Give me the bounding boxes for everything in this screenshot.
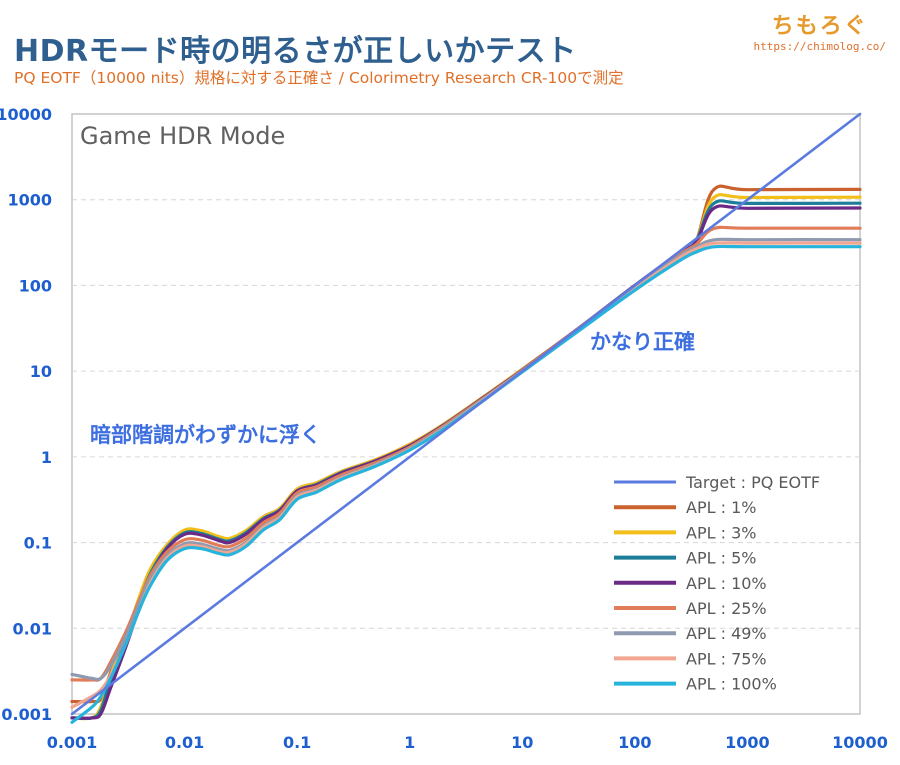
- annotation-dark-lift: 暗部階調がわずかに浮く: [90, 423, 321, 447]
- page-title: HDRモード時の明るさが正しいかテスト: [14, 34, 577, 69]
- legend-label-apl1: APL : 1%: [686, 498, 756, 517]
- y-tick-label: 0.001: [1, 705, 52, 724]
- x-tick-label: 0.001: [47, 733, 98, 752]
- series-lines: [70, 112, 862, 724]
- legend: Target : PQ EOTF APL : 1% APL : 3% APL : 5%…: [614, 473, 820, 694]
- legend-label-apl100: APL : 100%: [686, 675, 777, 694]
- y-tick-label: 10: [30, 362, 52, 381]
- y-tick-label: 1: [41, 448, 52, 467]
- x-tick-label: 10: [511, 733, 533, 752]
- legend-label-apl49: APL : 49%: [686, 624, 767, 643]
- legend-label-apl25: APL : 25%: [686, 599, 767, 618]
- y-tick-label: 1000: [7, 191, 52, 210]
- site-logo[interactable]: ちもろぐ https://chimolog.co/: [754, 8, 886, 53]
- logo-url: https://chimolog.co/: [753, 40, 886, 53]
- axis-ticks: 0.001 0.01 0.1 1 10 100 1000 10000 0.001 0.01 0.1 1…: [0, 105, 888, 752]
- x-tick-label: 10000: [832, 733, 888, 752]
- x-tick-label: 1: [404, 733, 415, 752]
- chart-mode-label: Game HDR Mode: [80, 122, 285, 150]
- legend-label-target: Target : PQ EOTF: [685, 473, 820, 492]
- legend-label-apl5: APL : 5%: [686, 549, 756, 568]
- y-tick-label: 100: [19, 276, 52, 295]
- logo-name: ちもろぐ: [771, 14, 868, 39]
- x-tick-label: 0.1: [283, 733, 311, 752]
- legend-label-apl75: APL : 75%: [686, 649, 767, 668]
- annotation-accurate: かなり正確: [590, 330, 695, 354]
- legend-label-apl10: APL : 10%: [686, 574, 767, 593]
- legend-label-apl3: APL : 3%: [686, 523, 756, 542]
- y-tick-label: 0.01: [13, 619, 52, 638]
- x-tick-label: 100: [618, 733, 651, 752]
- x-tick-label: 1000: [725, 733, 770, 752]
- x-tick-label: 0.01: [165, 733, 204, 752]
- page-subtitle: PQ EOTF（10000 nits）規格に対する正確さ / Colorimet…: [14, 69, 624, 87]
- series-line-apl100: [70, 244, 862, 724]
- series-line-target: [70, 112, 862, 716]
- y-tick-label: 10000: [0, 105, 52, 124]
- y-tick-label: 0.1: [24, 534, 52, 553]
